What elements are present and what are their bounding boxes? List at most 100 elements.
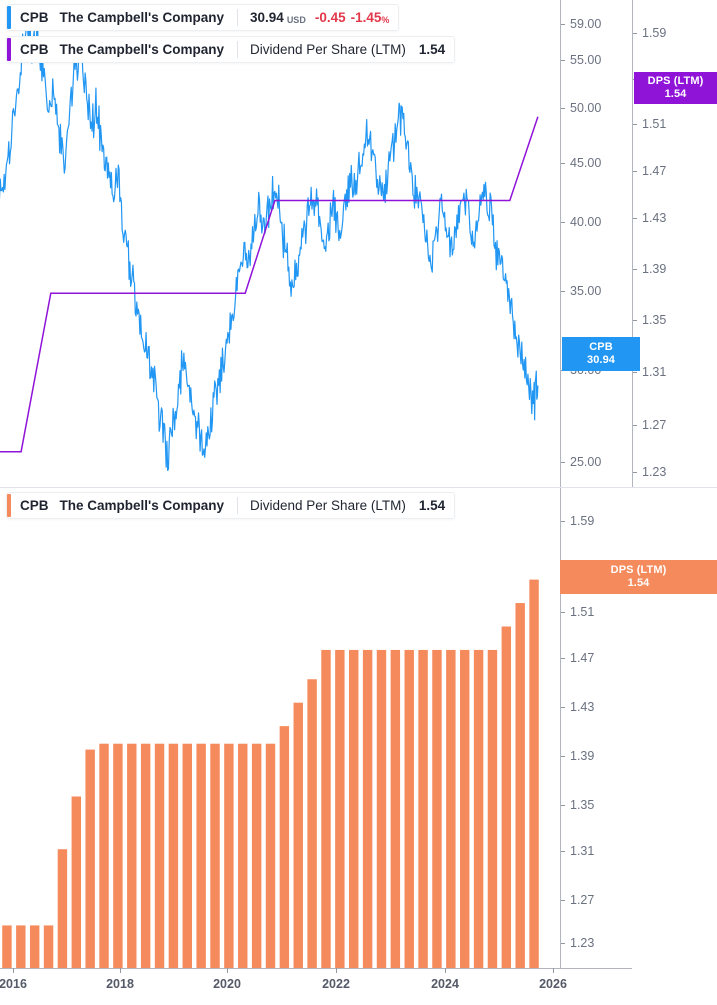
axis-tick-mark: [633, 269, 637, 270]
axis-tick-mark: [561, 943, 565, 944]
dividend-bar[interactable]: [432, 649, 442, 968]
dps-overlay-badge[interactable]: DPS (LTM) 1.54: [634, 72, 717, 104]
dividend-bar[interactable]: [238, 743, 248, 968]
axis-tick-mark: [561, 851, 565, 852]
dividend-bar[interactable]: [321, 649, 331, 968]
dividend-bar[interactable]: [459, 649, 470, 968]
axis-tick-mark: [561, 222, 565, 223]
price-line-series: [0, 11, 539, 471]
axis-tick-mark: [561, 163, 565, 164]
axis-tick-mark: [633, 124, 637, 125]
legend-price-change: -0.45: [314, 10, 346, 25]
pane-divider[interactable]: [0, 487, 717, 488]
dividend-bar[interactable]: [362, 649, 373, 968]
dividend-bar[interactable]: [16, 925, 26, 968]
legend-price-name: The Campbell's Company: [59, 10, 225, 25]
dps-pane-badge-value: 1.54: [627, 577, 650, 589]
time-axis-tick-label: 2026: [539, 977, 567, 991]
dps-pane-badge[interactable]: DPS (LTM) 1.54: [560, 560, 717, 594]
legend-dps-field: Dividend Per Share (LTM): [250, 42, 406, 57]
dps-series-color-swatch: [7, 38, 11, 61]
dividend-bar[interactable]: [418, 649, 428, 968]
legend-dps-ticker: CPB: [20, 42, 49, 57]
price-badge[interactable]: CPB 30.94: [562, 337, 640, 371]
dividend-bar[interactable]: [307, 679, 317, 968]
axis-tick-label: 1.39: [642, 262, 667, 276]
legend-separator: [237, 41, 239, 58]
dividend-bar[interactable]: [154, 743, 165, 968]
dps-axis-line[interactable]: [632, 0, 633, 487]
dividend-bar[interactable]: [43, 925, 54, 968]
dividend-bar[interactable]: [127, 743, 137, 968]
dividend-bar-canvas[interactable]: [0, 488, 560, 968]
time-axis-tick-mark: [553, 968, 554, 973]
dividend-bar[interactable]: [210, 743, 220, 968]
dividend-bar[interactable]: [196, 743, 206, 968]
dividend-bar[interactable]: [376, 649, 387, 968]
dividend-bar[interactable]: [265, 743, 276, 968]
dividend-bar[interactable]: [85, 749, 95, 968]
legend-dps-pane[interactable]: CPB The Campbell's Company Dividend Per …: [6, 492, 456, 519]
dividend-bar[interactable]: [140, 743, 151, 968]
axis-tick-mark: [633, 33, 637, 34]
price-axis-line[interactable]: [560, 0, 561, 487]
axis-tick-label: 1.39: [570, 749, 595, 763]
price-pane[interactable]: [0, 0, 717, 487]
legend-dps-overlay[interactable]: CPB The Campbell's Company Dividend Per …: [6, 36, 456, 63]
axis-tick-mark: [633, 171, 637, 172]
dividend-bar[interactable]: [2, 925, 12, 968]
axis-tick-label: 55.00: [570, 53, 602, 67]
axis-tick-label: 1.47: [570, 651, 595, 665]
price-chart-canvas[interactable]: [0, 0, 560, 487]
axis-tick-mark: [561, 900, 565, 901]
legend-price[interactable]: CPB The Campbell's Company 30.94 USD -0.…: [6, 4, 400, 31]
dividend-bar[interactable]: [349, 649, 359, 968]
dividend-bar[interactable]: [99, 743, 109, 968]
axis-tick-label: 1.31: [570, 844, 595, 858]
axis-tick-label: 1.35: [642, 313, 667, 327]
axis-tick-mark: [561, 521, 565, 522]
time-axis-tick-mark: [120, 968, 121, 973]
dividend-bar[interactable]: [182, 743, 192, 968]
dividend-bar[interactable]: [168, 743, 179, 968]
dps-overlay-badge-label: DPS (LTM): [647, 74, 704, 87]
dividend-bar[interactable]: [501, 626, 512, 969]
axis-tick-label: 1.35: [570, 798, 595, 812]
dividend-bar[interactable]: [293, 702, 303, 968]
dividend-bar[interactable]: [57, 849, 68, 968]
dividend-bar[interactable]: [487, 649, 498, 968]
dividend-bar[interactable]: [29, 925, 40, 968]
dividend-bar[interactable]: [529, 579, 539, 968]
dividend-bar[interactable]: [473, 649, 484, 968]
axis-tick-label: 1.51: [642, 117, 667, 131]
price-badge-label: CPB: [589, 340, 613, 353]
dps-overlay-badge-value: 1.54: [664, 88, 687, 100]
axis-tick-mark: [633, 320, 637, 321]
dividend-bar[interactable]: [390, 649, 401, 968]
time-axis-line[interactable]: [0, 968, 632, 969]
legend-separator: [237, 9, 239, 26]
dividend-bar[interactable]: [446, 649, 456, 968]
dividend-bar[interactable]: [251, 743, 262, 968]
dividend-axis-line[interactable]: [560, 488, 561, 968]
axis-tick-label: 25.00: [570, 455, 602, 469]
axis-tick-label: 59.00: [570, 17, 602, 31]
dividend-bar[interactable]: [404, 649, 414, 968]
legend-bars-ticker: CPB: [20, 498, 49, 513]
axis-tick-label: 40.00: [570, 215, 602, 229]
legend-dps-value: 1.54: [418, 42, 446, 57]
time-axis-tick-mark: [13, 968, 14, 973]
dividend-bar[interactable]: [515, 603, 525, 968]
axis-tick-mark: [561, 462, 565, 463]
dividend-bar[interactable]: [71, 796, 82, 968]
axis-tick-label: 1.23: [570, 936, 595, 950]
axis-tick-mark: [561, 24, 565, 25]
axis-tick-mark: [561, 805, 565, 806]
dividend-bar[interactable]: [224, 743, 234, 968]
dividend-bar[interactable]: [113, 743, 123, 968]
legend-price-last: 30.94: [250, 10, 284, 25]
axis-tick-label: 1.23: [642, 465, 667, 479]
dividend-bar[interactable]: [335, 649, 345, 968]
dividend-bar[interactable]: [279, 726, 290, 968]
